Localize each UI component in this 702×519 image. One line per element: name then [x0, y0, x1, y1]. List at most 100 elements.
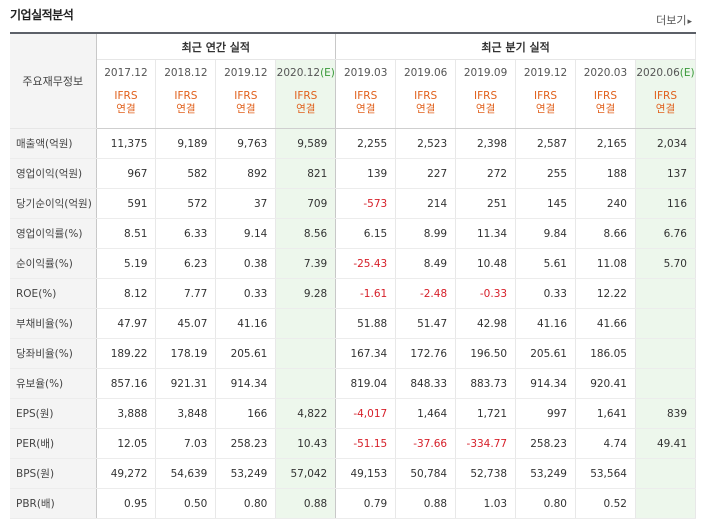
table-cell: 5.19: [96, 248, 157, 279]
table-cell: 51.88: [335, 308, 397, 339]
table-cell: [275, 308, 337, 339]
period-header: 2019.12: [215, 59, 277, 85]
table-cell: 205.61: [215, 338, 277, 369]
table-row: PER(배) 12.05 7.03 258.23 10.43 -51.15 -37.66 -3…: [10, 428, 697, 459]
table-cell: [635, 308, 697, 339]
ifrs-basis: IFRS 연결: [335, 85, 397, 129]
ifrs-label: IFRS: [294, 90, 318, 102]
table-cell: 11.34: [455, 218, 517, 249]
row-label: ROE(%): [10, 278, 97, 309]
ifrs-basis: IFRS 연결: [275, 85, 337, 129]
table-cell: 41.16: [215, 308, 277, 339]
table-cell: 41.66: [575, 308, 636, 339]
consolidated-label: 연결: [475, 103, 496, 115]
table-cell: 591: [96, 188, 157, 219]
table-cell: 0.79: [335, 488, 397, 519]
table-cell: 9,189: [155, 128, 217, 159]
table-cell: 189.22: [96, 338, 157, 369]
more-link[interactable]: 더보기▸: [656, 12, 692, 28]
table-cell: 11,375: [96, 128, 157, 159]
table-cell: 251: [455, 188, 517, 219]
table-cell: 582: [155, 158, 217, 189]
table-cell: 272: [455, 158, 517, 189]
ifrs-basis: IFRS 연결: [575, 85, 636, 129]
table-cell: 188: [575, 158, 636, 189]
consolidated-label: 연결: [535, 103, 556, 115]
table-cell: 54,639: [155, 458, 217, 489]
table-cell: 4.74: [575, 428, 636, 459]
table-cell: 2,165: [575, 128, 636, 159]
table-cell: 1,464: [395, 398, 457, 429]
table-cell: 0.88: [275, 488, 337, 519]
ifrs-basis: IFRS 연결: [515, 85, 576, 129]
table-cell: -37.66: [395, 428, 457, 459]
table-cell: 53,564: [575, 458, 636, 489]
table-row: EPS(원) 3,888 3,848 166 4,822 -4,017 1,464 1,721…: [10, 398, 697, 429]
row-label: BPS(원): [10, 458, 97, 489]
table-cell: 914.34: [515, 368, 576, 399]
table-cell: 8.12: [96, 278, 157, 309]
table-cell: 5.61: [515, 248, 576, 279]
estimate-mark: (E): [679, 66, 695, 79]
table-cell: 0.50: [155, 488, 217, 519]
table-cell: 1,641: [575, 398, 636, 429]
table-cell: 196.50: [455, 338, 517, 369]
table-cell: [635, 368, 697, 399]
table-row: PBR(배) 0.95 0.50 0.80 0.88 0.79 0.88 1.03 0.80 0.…: [10, 488, 697, 519]
table-row: 부채비율(%) 47.97 45.07 41.16 51.88 51.47 42.98 41.…: [10, 308, 697, 339]
table-cell: 172.76: [395, 338, 457, 369]
table-cell: 255: [515, 158, 576, 189]
table-cell: 3,888: [96, 398, 157, 429]
table-cell: 53,249: [515, 458, 576, 489]
table-cell: 921.31: [155, 368, 217, 399]
ifrs-label: IFRS: [174, 90, 198, 102]
table-cell: 2,255: [335, 128, 397, 159]
table-cell: -334.77: [455, 428, 517, 459]
period-label: 2020.12: [276, 66, 321, 79]
table-cell: 139: [335, 158, 397, 189]
table-cell: 0.52: [575, 488, 636, 519]
table-cell: 0.80: [215, 488, 277, 519]
table-cell: 1,721: [455, 398, 517, 429]
table-cell: 8.99: [395, 218, 457, 249]
table-cell: 8.66: [575, 218, 636, 249]
ifrs-label: IFRS: [114, 90, 138, 102]
table-cell: -25.43: [335, 248, 397, 279]
table-cell: 0.95: [96, 488, 157, 519]
more-label: 더보기: [656, 14, 687, 27]
table-cell: 9.28: [275, 278, 337, 309]
row-header-label: 주요재무정보: [10, 32, 97, 129]
table-cell: 892: [215, 158, 277, 189]
table-cell: 45.07: [155, 308, 217, 339]
ifrs-label: IFRS: [414, 90, 438, 102]
table-cell: 227: [395, 158, 457, 189]
period-label: 2020.06: [636, 66, 680, 79]
table-cell: 137: [635, 158, 697, 189]
table-cell: 205.61: [515, 338, 576, 369]
table-cell: 47.97: [96, 308, 157, 339]
period-header: 2020.03: [575, 59, 636, 85]
table-cell: 166: [215, 398, 277, 429]
table-cell: 8.49: [395, 248, 457, 279]
triangle-right-icon: ▸: [687, 17, 692, 27]
table-cell: [275, 368, 337, 399]
table-row: ROE(%) 8.12 7.77 0.33 9.28 -1.61 -2.48 -0.33 0.3…: [10, 278, 697, 309]
table-cell: 883.73: [455, 368, 517, 399]
period-header: 2019.06: [395, 59, 457, 85]
table-cell: 0.80: [515, 488, 576, 519]
table-cell: -1.61: [335, 278, 397, 309]
table-cell: 9.84: [515, 218, 576, 249]
ifrs-basis: IFRS 연결: [635, 85, 697, 129]
table-cell: 41.16: [515, 308, 576, 339]
consolidated-label: 연결: [356, 103, 376, 115]
ifrs-label: IFRS: [474, 90, 498, 102]
table-cell: 186.05: [575, 338, 636, 369]
table-cell: [635, 458, 697, 489]
row-label: PER(배): [10, 428, 97, 459]
table-cell: 967: [96, 158, 157, 189]
table-cell: 8.56: [275, 218, 337, 249]
ifrs-basis: IFRS 연결: [215, 85, 277, 129]
table-row: 당기순이익(억원) 591 572 37 709 -573 214 251 145 240 116: [10, 188, 697, 219]
period-label: 2019.09: [463, 66, 508, 79]
period-header: 2017.12: [96, 59, 157, 85]
